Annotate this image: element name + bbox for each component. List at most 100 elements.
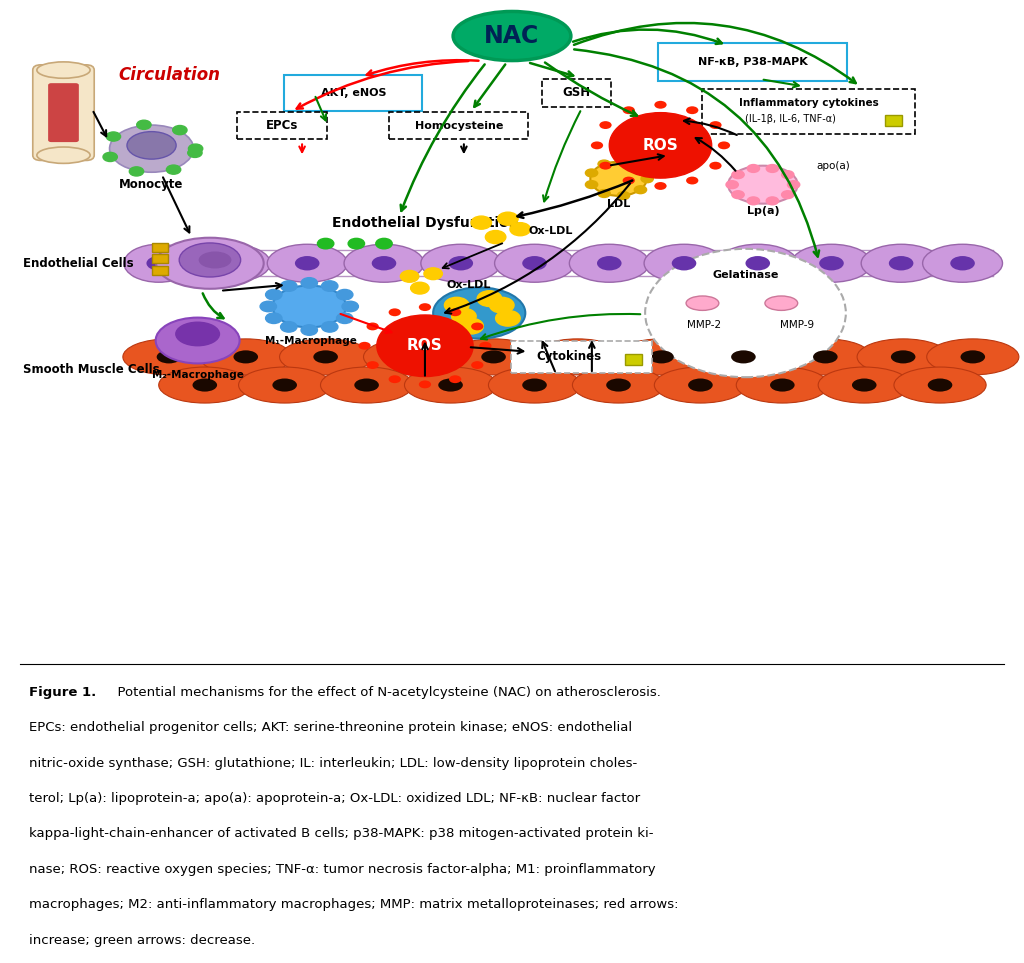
Ellipse shape <box>358 342 371 350</box>
Ellipse shape <box>190 245 270 282</box>
Ellipse shape <box>654 101 667 109</box>
FancyBboxPatch shape <box>625 353 642 365</box>
Ellipse shape <box>697 339 790 375</box>
FancyBboxPatch shape <box>542 79 611 107</box>
Ellipse shape <box>453 12 571 61</box>
Ellipse shape <box>950 256 975 271</box>
Circle shape <box>496 310 520 326</box>
Text: EPCs: endothelial progenitor cells; AKT: serine-threonine protein kinase; eNOS: : EPCs: endothelial progenitor cells; AKT:… <box>29 721 632 734</box>
FancyBboxPatch shape <box>511 341 652 373</box>
Ellipse shape <box>364 339 456 375</box>
Circle shape <box>281 322 297 332</box>
Ellipse shape <box>421 245 501 282</box>
Ellipse shape <box>615 339 708 375</box>
Circle shape <box>400 271 419 282</box>
Circle shape <box>301 277 317 288</box>
Ellipse shape <box>488 367 581 403</box>
Circle shape <box>411 282 429 294</box>
Circle shape <box>641 175 653 183</box>
Ellipse shape <box>175 322 220 347</box>
Ellipse shape <box>623 176 635 185</box>
Ellipse shape <box>672 256 696 271</box>
Ellipse shape <box>267 245 347 282</box>
Ellipse shape <box>928 378 952 392</box>
Ellipse shape <box>295 256 319 271</box>
Ellipse shape <box>449 376 461 383</box>
Text: Ox-LDL: Ox-LDL <box>528 225 572 236</box>
Ellipse shape <box>736 367 828 403</box>
Ellipse shape <box>531 339 624 375</box>
Ellipse shape <box>710 162 722 169</box>
Ellipse shape <box>367 323 379 330</box>
Circle shape <box>260 301 276 312</box>
Ellipse shape <box>522 378 547 392</box>
Circle shape <box>265 313 282 324</box>
Circle shape <box>322 322 338 332</box>
Ellipse shape <box>649 351 674 363</box>
Circle shape <box>348 239 365 248</box>
Ellipse shape <box>477 21 547 51</box>
Text: M₂-Macrophage: M₂-Macrophage <box>152 370 244 380</box>
Ellipse shape <box>110 125 194 172</box>
FancyBboxPatch shape <box>152 266 168 275</box>
Ellipse shape <box>127 132 176 159</box>
Ellipse shape <box>654 367 746 403</box>
Circle shape <box>598 190 610 197</box>
Ellipse shape <box>313 351 338 363</box>
Ellipse shape <box>495 245 574 282</box>
Text: (IL-1β, IL-6, TNF-α): (IL-1β, IL-6, TNF-α) <box>745 115 836 124</box>
Ellipse shape <box>891 351 915 363</box>
Text: NF-κB, P38-MAPK: NF-κB, P38-MAPK <box>697 57 808 67</box>
Circle shape <box>634 186 646 194</box>
Text: nitric-oxide synthase; GSH: glutathione; IL: interleukin; LDL: low-density lipop: nitric-oxide synthase; GSH: glutathione;… <box>29 757 637 769</box>
Text: Potential mechanisms for the effect of N-acetylcysteine (NAC) on atherosclerosis: Potential mechanisms for the effect of N… <box>109 686 660 698</box>
Text: Gelatinase: Gelatinase <box>713 270 778 280</box>
Ellipse shape <box>889 256 913 271</box>
Circle shape <box>781 191 794 198</box>
Circle shape <box>137 120 152 129</box>
Circle shape <box>485 230 506 244</box>
FancyBboxPatch shape <box>284 75 422 112</box>
Ellipse shape <box>770 378 795 392</box>
Ellipse shape <box>852 378 877 392</box>
Ellipse shape <box>397 351 422 363</box>
Ellipse shape <box>686 296 719 310</box>
Ellipse shape <box>438 378 463 392</box>
FancyBboxPatch shape <box>152 254 168 263</box>
Circle shape <box>598 160 610 168</box>
Text: ROS: ROS <box>408 338 442 353</box>
Ellipse shape <box>765 296 798 310</box>
Ellipse shape <box>686 176 698 185</box>
Ellipse shape <box>354 378 379 392</box>
Ellipse shape <box>590 162 647 195</box>
Ellipse shape <box>731 351 756 363</box>
Text: Monocyte: Monocyte <box>120 178 183 192</box>
Circle shape <box>342 301 358 312</box>
Text: macrophages; M2: anti-inflammatory macrophages; MMP: matrix metalloproteinases; : macrophages; M2: anti-inflammatory macro… <box>29 898 678 911</box>
Circle shape <box>301 325 317 335</box>
Ellipse shape <box>710 121 722 129</box>
Ellipse shape <box>272 285 346 327</box>
Text: Homocysteine: Homocysteine <box>415 120 503 131</box>
Ellipse shape <box>468 17 556 55</box>
Ellipse shape <box>321 367 413 403</box>
Ellipse shape <box>37 147 90 164</box>
Circle shape <box>609 113 712 178</box>
Ellipse shape <box>597 256 622 271</box>
Circle shape <box>317 239 334 248</box>
Text: GSH: GSH <box>562 87 591 99</box>
Ellipse shape <box>779 339 871 375</box>
Circle shape <box>586 169 598 177</box>
Ellipse shape <box>233 351 258 363</box>
FancyBboxPatch shape <box>33 65 94 161</box>
Circle shape <box>376 239 392 248</box>
Ellipse shape <box>644 245 724 282</box>
Ellipse shape <box>124 245 194 282</box>
Circle shape <box>732 191 744 198</box>
Circle shape <box>377 315 473 377</box>
Ellipse shape <box>861 245 941 282</box>
Circle shape <box>459 318 483 334</box>
Circle shape <box>173 125 187 135</box>
Circle shape <box>424 268 442 279</box>
Ellipse shape <box>157 351 181 363</box>
